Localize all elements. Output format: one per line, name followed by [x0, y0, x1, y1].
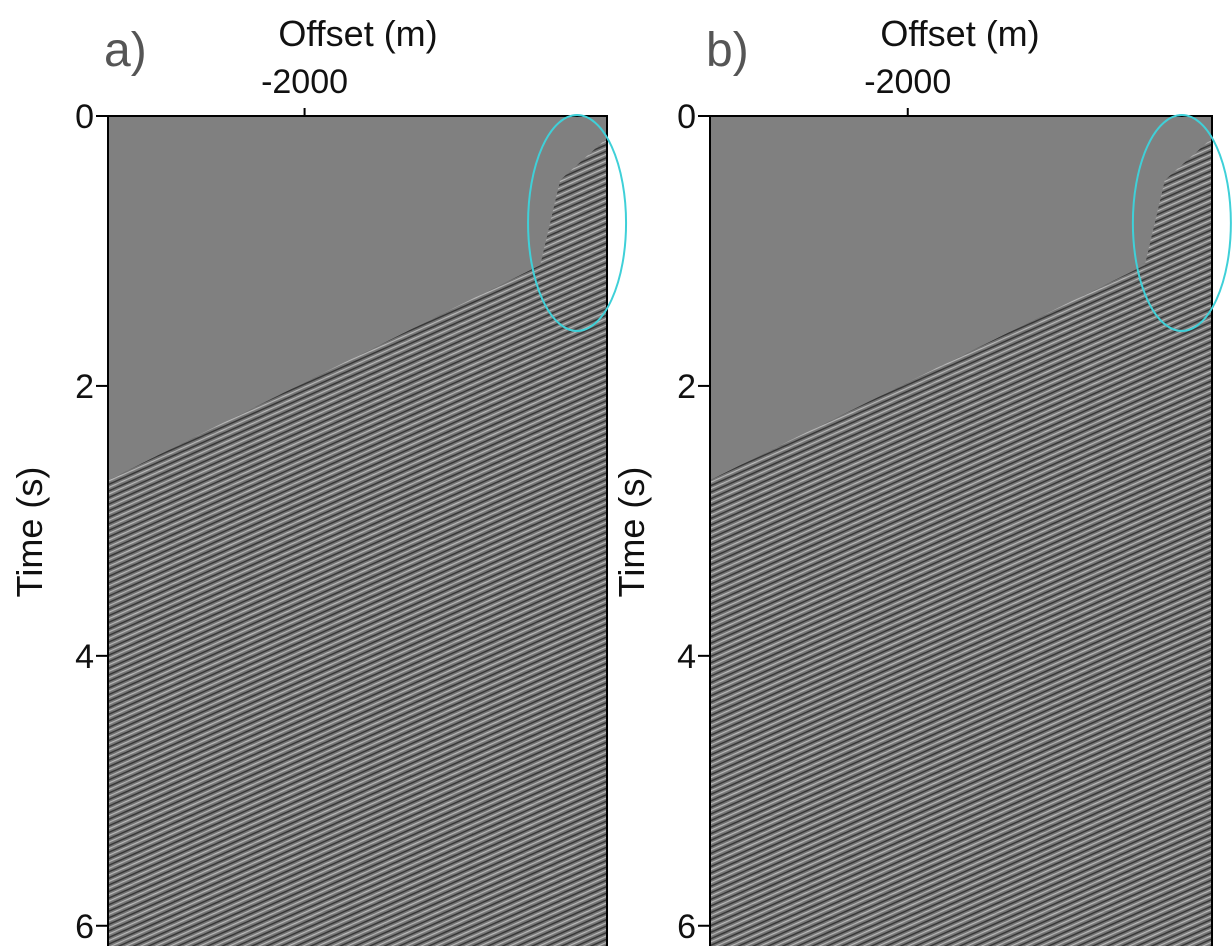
- panel-label: b): [706, 24, 749, 77]
- highlight-ellipse: [1131, 114, 1232, 332]
- plot-frame: [709, 115, 1213, 946]
- y-tick-label: 0: [677, 98, 696, 136]
- y-tick-label: 4: [677, 638, 696, 676]
- y-tick-label: 6: [75, 908, 94, 946]
- x-tick-label: -2000: [261, 63, 348, 101]
- y-tick-label: 6: [677, 908, 696, 946]
- y-tick-label: 4: [75, 638, 94, 676]
- panel-label: a): [104, 24, 147, 77]
- y-tick-label: 2: [677, 368, 696, 406]
- plot-frame: [107, 115, 608, 946]
- y-axis-title: Time (s): [611, 467, 652, 598]
- seismic-data: [108, 138, 607, 946]
- x-tick-label: -2000: [864, 63, 951, 101]
- highlight-ellipse: [527, 114, 628, 332]
- seismic-data: [710, 138, 1212, 946]
- y-tick-label: 2: [75, 368, 94, 406]
- y-axis-title: Time (s): [9, 467, 50, 598]
- x-axis-title: Offset (m): [278, 13, 437, 54]
- y-tick-label: 0: [75, 98, 94, 136]
- x-axis-title: Offset (m): [880, 13, 1039, 54]
